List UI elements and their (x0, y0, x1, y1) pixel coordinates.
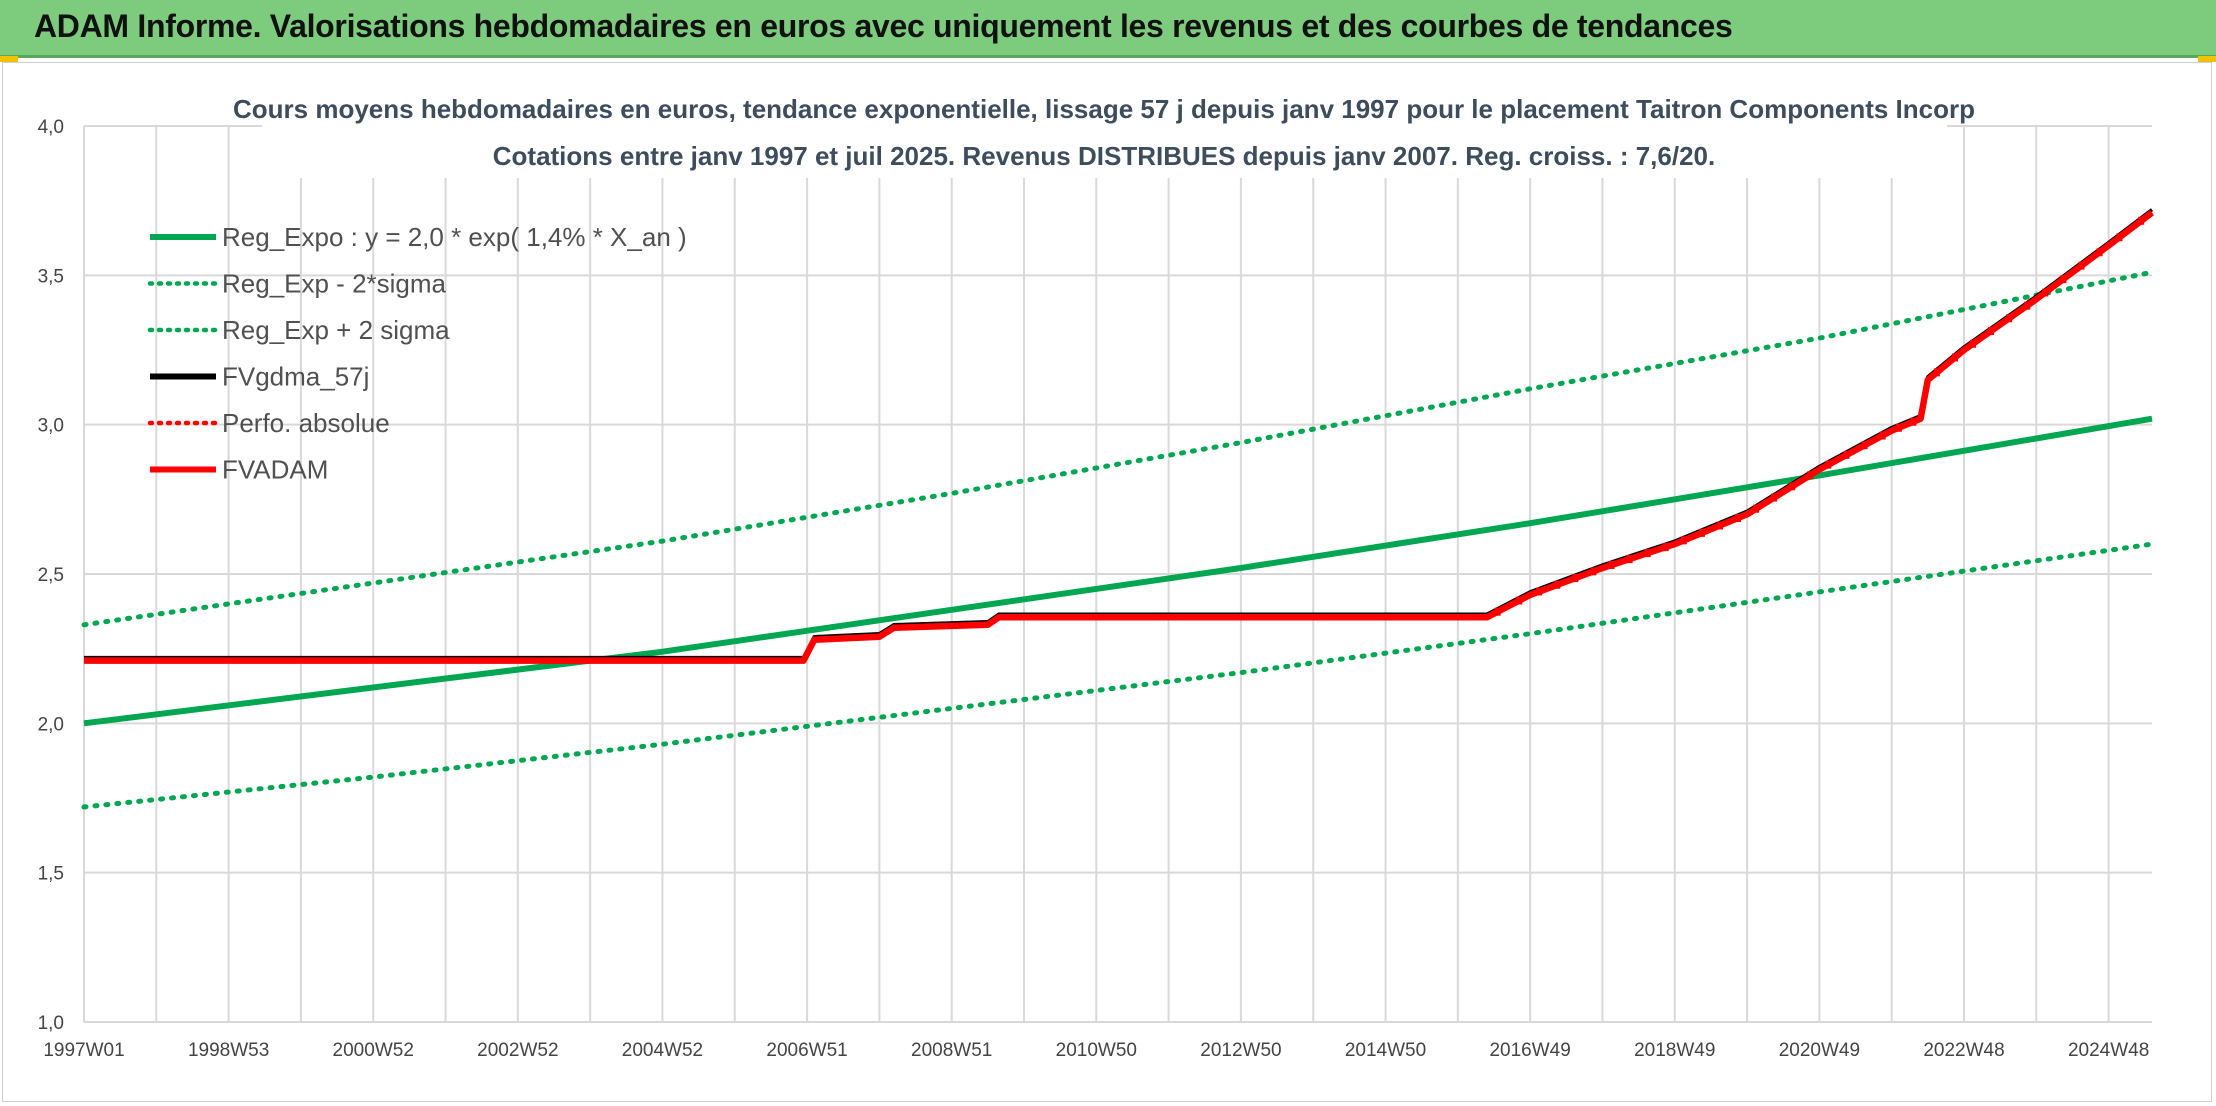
legend-label: Reg_Expo : y = 2,0 * exp( 1,4% * X_an ) (222, 222, 687, 252)
title-background (262, 88, 1947, 178)
x-tick-label: 2008W51 (911, 1040, 992, 1061)
y-tick-label: 3,5 (38, 266, 64, 287)
x-tick-label: 2010W50 (1056, 1040, 1137, 1061)
series-line-2 (81, 269, 2155, 628)
x-tick-label: 1998W53 (188, 1040, 269, 1061)
y-tick-label: 2,0 (38, 714, 64, 735)
corner-accent-right (2198, 56, 2216, 62)
y-tick-label: 1,0 (38, 1013, 64, 1034)
x-tick-label: 2002W52 (477, 1040, 558, 1061)
x-tick-label: 2018W49 (1634, 1040, 1715, 1061)
legend-label: FVADAM (222, 455, 328, 485)
chart-subtitle: Cotations entre janv 1997 et juil 2025. … (493, 141, 1715, 171)
y-tick-label: 3,0 (38, 416, 64, 437)
series-layer (81, 208, 2155, 810)
legend-label: Reg_Exp + 2 sigma (222, 315, 450, 345)
corner-accent-left (0, 56, 18, 62)
y-tick-label: 4,0 (38, 117, 64, 138)
x-tick-label: 2022W48 (1923, 1040, 2004, 1061)
series-steps (1494, 216, 2145, 616)
chart-frame (2, 62, 2212, 1102)
page-title: ADAM Informe. Valorisations hebdomadaire… (34, 8, 1733, 44)
x-tick-label: 2016W49 (1489, 1040, 1570, 1061)
series-line-1 (81, 541, 2155, 810)
x-tick-label: 2000W52 (333, 1040, 414, 1061)
y-tick-label: 1,5 (38, 864, 64, 885)
x-tick-label: 1997W01 (43, 1040, 124, 1061)
x-tick-label: 2012W50 (1200, 1040, 1281, 1061)
x-tick-label: 2006W51 (766, 1040, 847, 1061)
tick-layer: 1,0 1,5 2,0 2,5 3,0 3,5 4,0 1997W01 1998W53 2000W… (38, 117, 2150, 1061)
x-tick-label: 2014W50 (1345, 1040, 1426, 1061)
series-line-0 (83, 415, 2153, 727)
legend: Reg_Expo : y = 2,0 * exp( 1,4% * X_an ) R… (147, 222, 687, 485)
legend-label: Reg_Exp - 2*sigma (222, 269, 447, 299)
legend-label: FVgdma_57j (222, 362, 369, 392)
x-tick-label: 2020W49 (1779, 1040, 1860, 1061)
header-banner: ADAM Informe. Valorisations hebdomadaire… (0, 0, 2216, 58)
y-tick-label: 2,5 (38, 565, 64, 586)
grid-layer (83, 125, 2152, 1023)
x-tick-label: 2024W48 (2068, 1040, 2149, 1061)
x-tick-label: 2004W52 (622, 1040, 703, 1061)
chart-title: Cours moyens hebdomadaires en euros, ten… (233, 94, 1975, 124)
legend-label: Perfo. absolue (222, 408, 390, 438)
